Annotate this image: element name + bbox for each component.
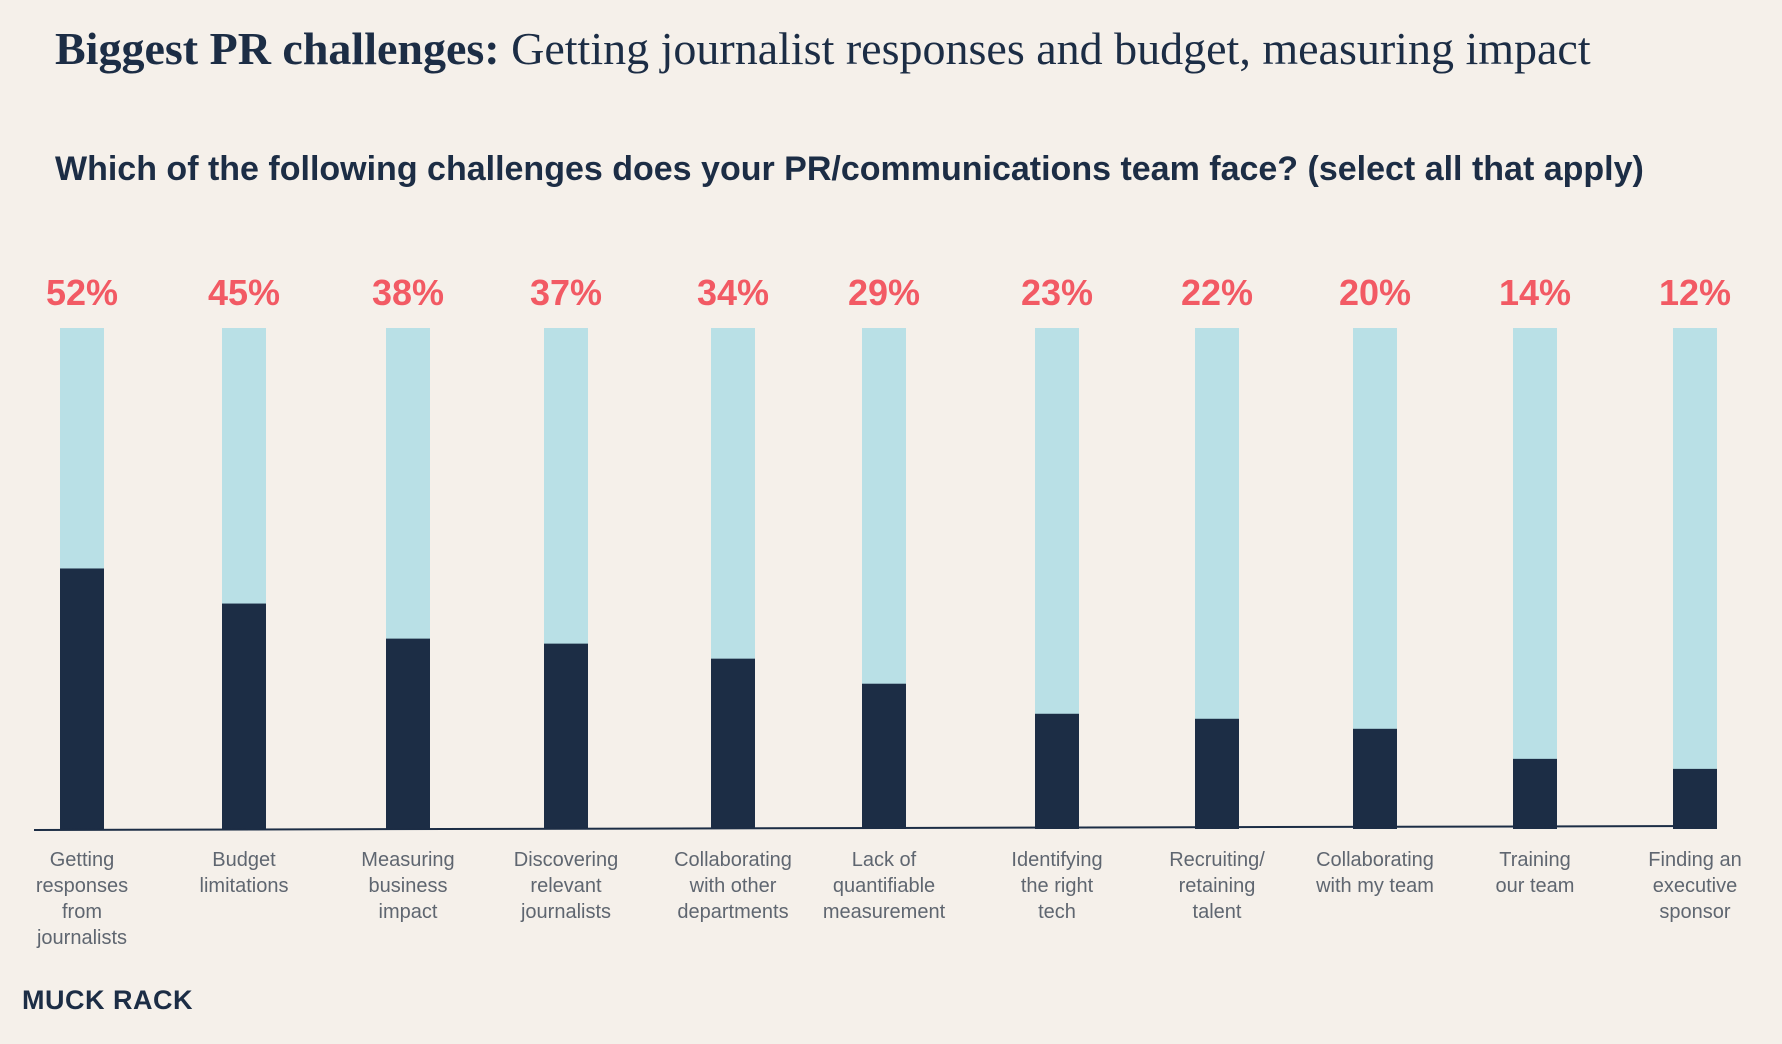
category-label: relevant (530, 875, 602, 897)
bar-track (1513, 328, 1557, 829)
value-label: 14% (1499, 272, 1571, 313)
bar (386, 638, 430, 829)
value-label: 38% (372, 272, 444, 313)
value-label: 23% (1021, 272, 1093, 313)
value-label: 20% (1339, 272, 1411, 313)
category-label: limitations (200, 875, 289, 897)
category-label: executive (1653, 875, 1738, 897)
bar (711, 658, 755, 829)
category-label: departments (677, 901, 788, 923)
category-label: Discovering (514, 849, 618, 871)
bar (60, 568, 104, 829)
value-label: 52% (46, 272, 118, 313)
category-label: tech (1038, 901, 1076, 923)
category-label: with other (689, 875, 777, 897)
value-label: 34% (697, 272, 769, 313)
muck-rack-logo: MUCK RACK (22, 985, 193, 1015)
category-label: responses (36, 875, 128, 897)
value-label: 12% (1659, 272, 1731, 313)
category-label: Collaborating (1316, 849, 1434, 871)
value-label: 22% (1181, 272, 1253, 313)
chart-subtitle: Which of the following challenges does y… (55, 150, 1644, 188)
bar (1035, 713, 1079, 829)
bar (1353, 728, 1397, 829)
category-label: Collaborating (674, 849, 792, 871)
bar (544, 643, 588, 829)
category-label: quantifiable (833, 875, 935, 897)
category-label: retaining (1179, 875, 1256, 897)
category-label: Getting (50, 849, 114, 871)
category-label: journalists (520, 901, 611, 923)
bar (862, 683, 906, 829)
category-label: with my team (1315, 875, 1434, 897)
category-label: Measuring (361, 849, 454, 871)
category-label: talent (1193, 901, 1242, 923)
category-label: Lack of (852, 849, 917, 871)
category-label: measurement (823, 901, 946, 923)
bar (1673, 768, 1717, 829)
chart-title-lead: Biggest PR challenges: (55, 23, 500, 74)
category-label: Budget (212, 849, 276, 871)
category-label: the right (1021, 875, 1094, 897)
value-label: 29% (848, 272, 920, 313)
category-label: sponsor (1659, 901, 1730, 923)
category-label: our team (1496, 875, 1575, 897)
category-label: journalists (36, 927, 127, 949)
category-label: Finding an (1648, 849, 1741, 871)
category-label: Training (1499, 849, 1571, 871)
category-label: Identifying (1011, 849, 1102, 871)
bar-chart: 52% Getting responses from journalists 45% Bud… (33, 272, 1742, 949)
value-label: 37% (530, 272, 602, 313)
bar (1513, 758, 1557, 829)
bar-track (1673, 328, 1717, 829)
x-axis-baseline (33, 825, 1717, 831)
chart-title: Biggest PR challenges: Getting journalis… (55, 22, 1591, 75)
category-label: from (62, 901, 102, 923)
category-label: Recruiting/ (1169, 849, 1265, 871)
value-label: 45% (208, 272, 280, 313)
bar (222, 603, 266, 829)
category-label: business (369, 875, 448, 897)
category-label: impact (379, 901, 438, 923)
bar (1195, 718, 1239, 829)
chart-title-rest: Getting journalist responses and budget,… (511, 23, 1591, 74)
